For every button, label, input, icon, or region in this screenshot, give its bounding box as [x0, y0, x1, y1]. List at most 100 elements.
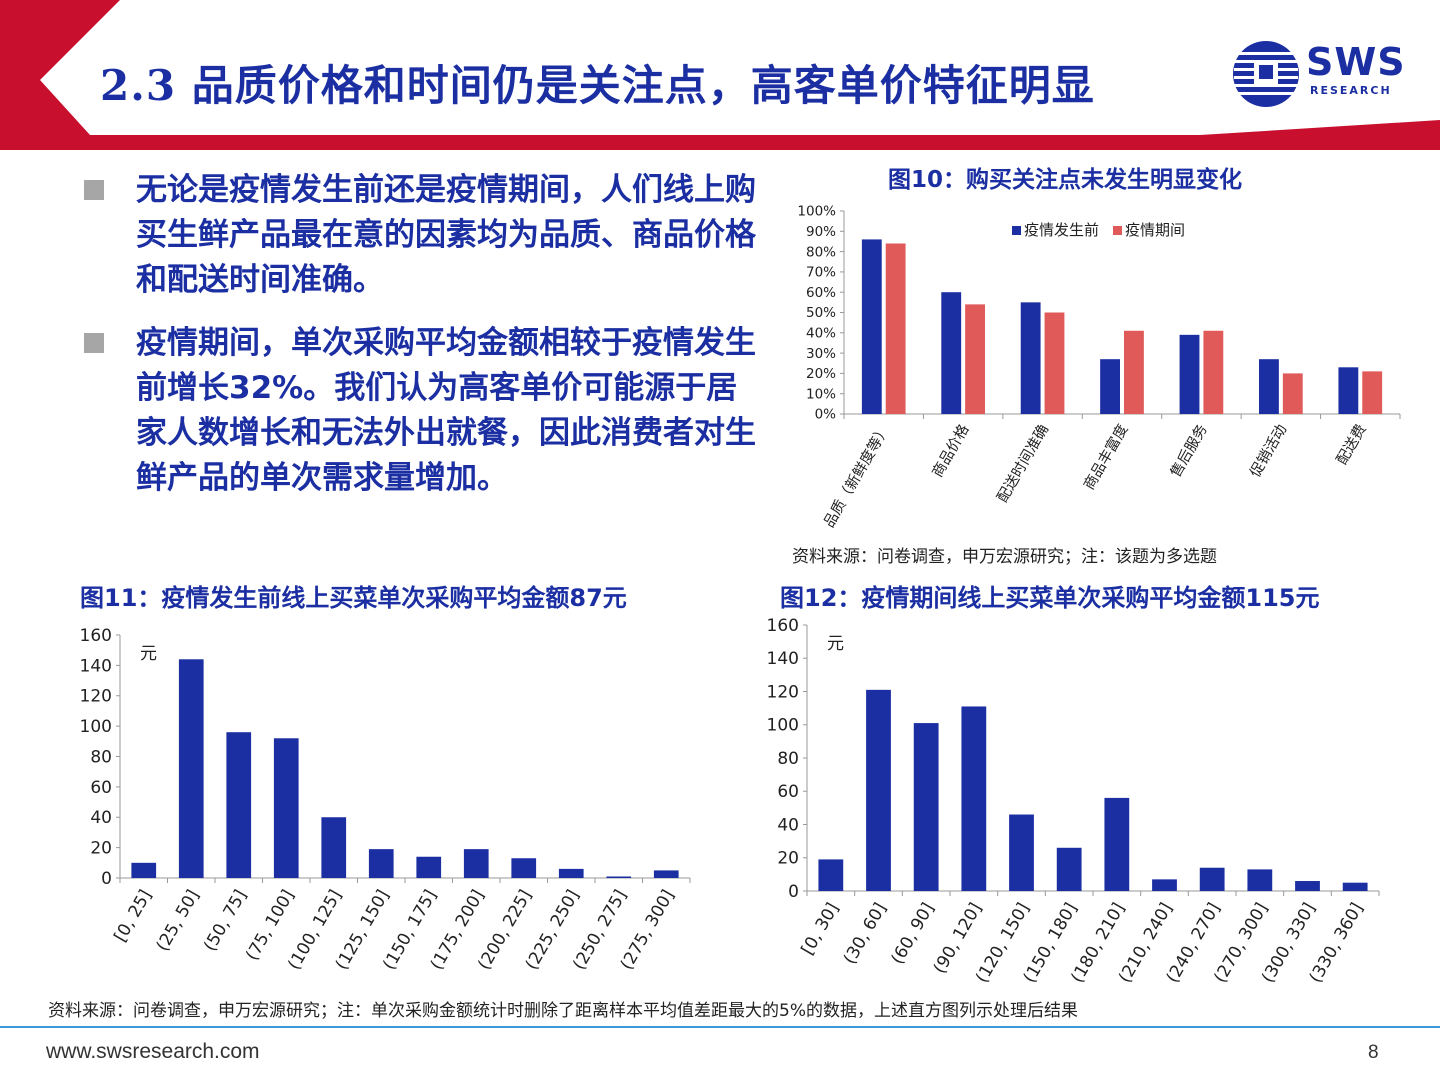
bottom-source-note: 资料来源：问卷调查，申万宏源研究；注：单次采购金额统计时删除了距离样本平均值差距… [48, 1001, 1078, 1021]
header-red-corner [1200, 120, 1440, 135]
bar [941, 292, 962, 414]
fig12-chart: 0 20 40 60 80 100 120 140 160 [0, 30](30, 60](60,… [767, 616, 1380, 987]
y-tick-label: 70% [806, 265, 836, 281]
logo-globe-icon [1233, 41, 1299, 107]
bullet-text: 疫情期间，单次采购平均金额相较于疫情发生前增长32%。我们认为高客单价可能源于居… [136, 325, 756, 496]
y-tick-label: 120 [80, 687, 112, 707]
bar [1124, 330, 1144, 414]
bar [1199, 867, 1225, 891]
logo-subtext: RESEARCH [1310, 84, 1392, 97]
page-title: 2.3 品质价格和时间仍是关注点，高客单价特征明显 [100, 61, 1095, 110]
x-category-label: 配送费 [1333, 422, 1369, 468]
bar [1338, 367, 1359, 414]
y-tick-label: 60 [90, 778, 112, 798]
x-category-label: (30, 60] [840, 900, 891, 968]
bar [1056, 847, 1082, 891]
fig10-title: 图10：购买关注点未发生明显变化 [888, 167, 1243, 193]
x-category-label: (25, 50] [153, 887, 204, 955]
bullet-square-icon [84, 333, 104, 353]
x-category-label: 品质（新鲜度等） [820, 421, 894, 530]
x-category-label: [0, 25] [110, 887, 156, 946]
y-tick-label: 120 [767, 682, 799, 702]
x-category-label: 促销活动 [1247, 422, 1291, 481]
legend-swatch [1113, 226, 1122, 235]
bar [273, 738, 299, 878]
bar [558, 868, 584, 878]
y-tick-label: 100 [767, 716, 799, 736]
y-tick-label: 40 [90, 808, 112, 828]
bar [1342, 882, 1368, 891]
legend-label: 疫情发生前 [1024, 221, 1099, 239]
bar [885, 243, 906, 414]
y-tick-label: 60% [806, 285, 836, 301]
x-category-label: (60, 90] [888, 900, 939, 968]
bar [368, 849, 394, 878]
y-tick-label: 20% [806, 366, 836, 382]
page-number: 8 [1368, 1042, 1379, 1063]
y-tick-label: 40 [777, 815, 799, 835]
fig11-chart: 0 20 40 60 80 100 120 140 160 [0, 25](25, 50](50,… [80, 626, 691, 974]
y-tick-label: 10% [806, 386, 836, 402]
y-tick-label: 100 [80, 717, 112, 737]
bar [606, 876, 632, 878]
bullet-item: 疫情期间，单次采购平均金额相较于疫情发生前增长32%。我们认为高客单价可能源于居… [80, 321, 780, 501]
y-tick-label: 140 [767, 649, 799, 669]
bar [965, 304, 985, 414]
bar [818, 859, 844, 891]
bar [1282, 373, 1303, 414]
bar [1247, 869, 1273, 891]
x-category-label: (50, 75] [200, 887, 251, 955]
legend-label: 疫情期间 [1125, 221, 1185, 239]
y-tick-label: 80 [777, 749, 799, 769]
logo-text: SWS [1306, 40, 1406, 84]
header-decoration [0, 0, 1440, 150]
bullet-text: 无论是疫情发生前还是疫情期间，人们线上购买生鲜产品最在意的因素均为品质、商品价格… [136, 172, 756, 298]
bar [1295, 881, 1320, 891]
bar [321, 817, 347, 878]
y-tick-label: 20 [777, 849, 799, 869]
y-tick-label: 0 [101, 869, 112, 889]
bullet-item: 无论是疫情发生前还是疫情期间，人们线上购买生鲜产品最在意的因素均为品质、商品价格… [80, 168, 780, 303]
bar [1044, 312, 1065, 414]
y-tick-label: 140 [80, 656, 112, 676]
bar [1179, 334, 1200, 414]
bullet-square-icon [84, 180, 104, 200]
legend-swatch [1012, 226, 1021, 235]
bar [1100, 359, 1120, 414]
y-tick-label: 50% [806, 305, 836, 321]
fig12-title: 图12：疫情期间线上买菜单次采购平均金额115元 [780, 584, 1320, 612]
footer-divider [0, 1026, 1440, 1028]
y-tick-label: 160 [767, 616, 799, 636]
bar [653, 870, 679, 878]
bar [1104, 797, 1130, 891]
x-category-label: 商品丰富度 [1080, 421, 1132, 493]
y-tick-label: 0% [815, 407, 837, 423]
fig10-chart: 0% 10% 20% 30% 40% 50% 60% 70% 80% 90% 100% 品质（新鲜度等… [797, 204, 1401, 530]
y-tick-label: 160 [80, 626, 112, 646]
bar [511, 858, 537, 878]
fig11-title: 图11：疫情发生前线上买菜单次采购平均金额87元 [80, 584, 627, 612]
y-unit-label: 元 [140, 644, 157, 664]
y-tick-label: 20 [90, 839, 112, 859]
x-category-label: 商品价格 [929, 421, 973, 480]
bar [1203, 330, 1224, 414]
bar [1009, 814, 1034, 891]
bar [416, 856, 442, 878]
y-tick-label: 0 [788, 882, 799, 902]
bar [178, 659, 204, 878]
x-category-label: 配送时间准确 [994, 422, 1052, 506]
y-tick-label: 80 [90, 747, 112, 767]
bar [961, 706, 987, 891]
bar [1152, 879, 1177, 891]
y-unit-label: 元 [827, 634, 844, 654]
y-tick-label: 80% [806, 244, 836, 260]
x-category-label: [0, 30] [798, 900, 844, 959]
fig10-note: 资料来源：问卷调查，申万宏源研究；注：该题为多选题 [792, 547, 1217, 567]
bar [913, 723, 939, 891]
bar [226, 732, 252, 878]
y-tick-label: 30% [806, 346, 836, 362]
x-category-label: 售后服务 [1167, 422, 1211, 481]
bullet-list: 无论是疫情发生前还是疫情期间，人们线上购买生鲜产品最在意的因素均为品质、商品价格… [80, 168, 780, 519]
y-tick-label: 90% [806, 224, 836, 240]
sws-logo: SWS RESEARCH [1230, 38, 1420, 108]
